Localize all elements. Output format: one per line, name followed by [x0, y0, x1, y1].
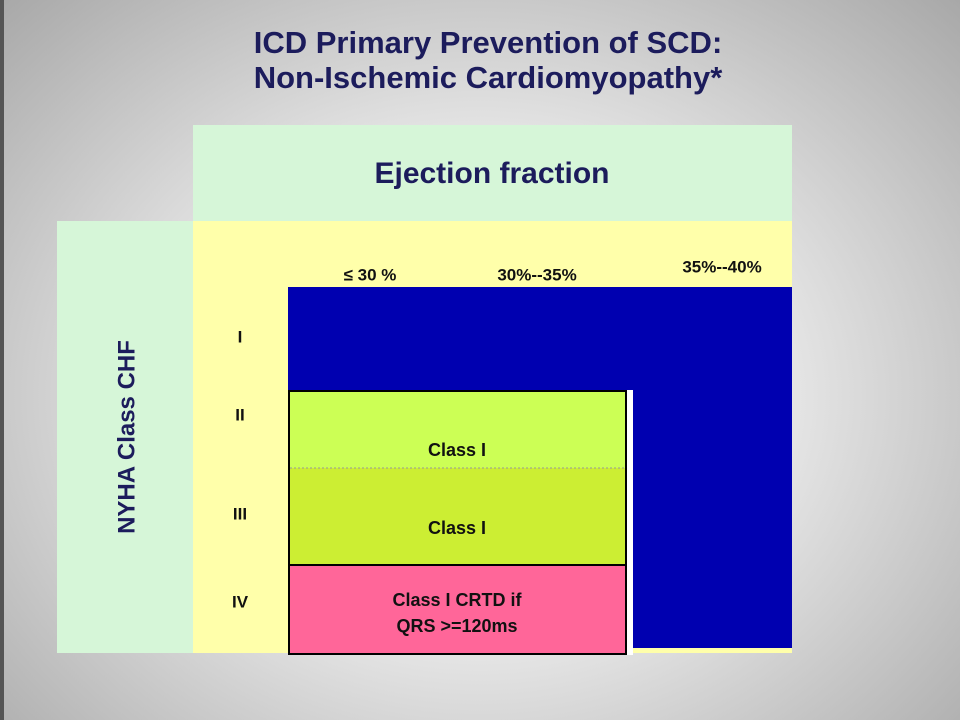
cell-text: QRS >=120ms: [396, 616, 517, 636]
title-line: ICD Primary Prevention of SCD:: [254, 25, 723, 60]
cell-class-iv: [290, 565, 625, 653]
cell-class-iii: [290, 468, 625, 565]
title-line: Non-Ischemic Cardiomyopathy*: [254, 60, 723, 95]
cell-text: Class I CRTD if: [392, 590, 522, 610]
row-label: III: [233, 504, 247, 523]
cell-outline: [288, 390, 627, 655]
column-header: Ejection fraction: [374, 157, 609, 190]
header-box: [193, 125, 792, 221]
column-label: 35%--40%: [682, 257, 761, 276]
cell-class-ii: [290, 392, 625, 468]
column-label: ≤ 30 %: [344, 265, 397, 284]
row-label: II: [235, 405, 244, 424]
cell-text: Class I: [428, 518, 486, 538]
row-header: NYHA Class CHF: [113, 340, 140, 534]
cell-text: Class I: [428, 440, 486, 460]
row-label: IV: [232, 592, 249, 611]
row-header-box: [57, 221, 193, 653]
slide-edge: [0, 0, 4, 720]
column-label: 30%--35%: [497, 265, 576, 284]
row-label: I: [238, 327, 243, 346]
